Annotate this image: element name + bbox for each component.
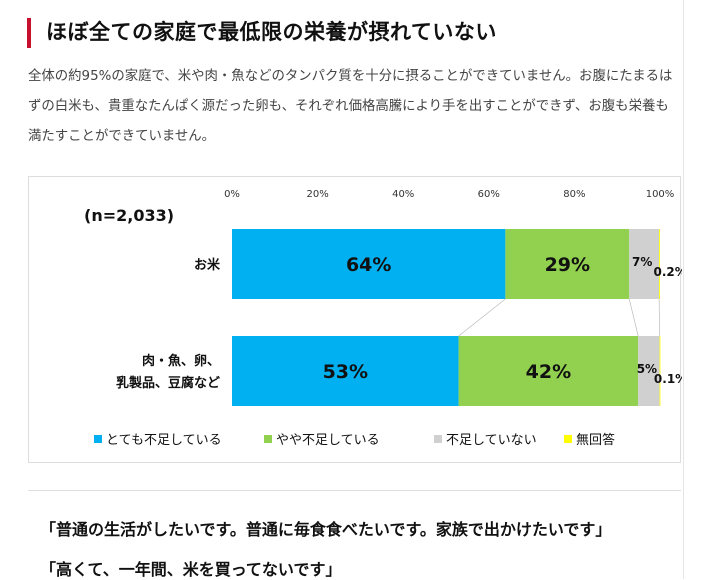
category-label: 肉・魚、卵、	[142, 353, 220, 369]
quote-2: 「高くて、一年間、米を買ってないです」	[40, 556, 341, 580]
x-tick-label: 60%	[478, 189, 500, 200]
heading-accent-bar	[27, 18, 31, 48]
bar-segment	[660, 336, 661, 406]
category-label: 乳製品、豆腐など	[116, 375, 220, 391]
legend-swatch	[564, 435, 572, 443]
data-label: 42%	[526, 361, 571, 383]
x-tick-label: 20%	[306, 189, 328, 200]
category-label: お米	[194, 257, 221, 273]
data-label: 29%	[545, 254, 590, 276]
quote-1: 「普通の生活がしたいです。普通に毎食食べたいです。家族で出かけたいです」	[40, 516, 611, 540]
series-connector-line	[459, 299, 506, 336]
legend-swatch	[264, 435, 272, 443]
chart-frame: 0% 20% 40% 60% 80% 100% (n=2,033) 64% 29% 7%0.2% お…	[28, 176, 681, 463]
body-paragraph: 全体の約95%の家庭で、米や肉・魚などのタンパク質を十分に摂ることができていませ…	[28, 62, 678, 152]
data-label: 64%	[346, 254, 391, 276]
page-edge-line	[683, 0, 684, 579]
legend-swatch	[434, 435, 442, 443]
divider	[28, 490, 681, 491]
legend-label: 無回答	[576, 432, 615, 448]
data-label: 53%	[323, 361, 368, 383]
series-connector-line	[629, 299, 638, 336]
legend-swatch	[94, 435, 102, 443]
legend-label: やや不足している	[276, 433, 380, 448]
legend-label: 不足していない	[446, 433, 537, 448]
data-label: 0.1%	[654, 372, 682, 386]
x-tick-label: 100%	[646, 189, 675, 200]
data-label: 7%	[632, 255, 652, 269]
stacked-bar-chart: 0% 20% 40% 60% 80% 100% (n=2,033) 64% 29% 7%0.2% お…	[29, 177, 682, 464]
sample-size-annotation: (n=2,033)	[84, 206, 174, 225]
section-heading: ほぼ全ての家庭で最低限の栄養が摂れていない	[46, 16, 497, 46]
legend-label: とても不足している	[106, 433, 222, 448]
x-tick-label: 0%	[224, 189, 240, 200]
x-tick-label: 40%	[392, 189, 414, 200]
data-label: 0.2%	[654, 265, 682, 279]
bar-segment	[659, 229, 660, 299]
x-tick-label: 80%	[563, 189, 585, 200]
